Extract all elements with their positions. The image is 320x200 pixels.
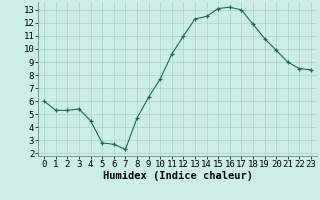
X-axis label: Humidex (Indice chaleur): Humidex (Indice chaleur) [103, 171, 252, 181]
